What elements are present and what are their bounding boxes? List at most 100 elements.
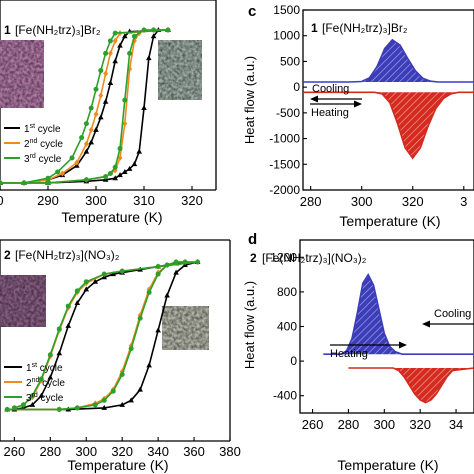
panel-a-series-3-point <box>55 169 61 175</box>
panel-a-xtick-label: 310 <box>133 193 155 208</box>
panel-b-series-3-point <box>155 264 161 270</box>
panel-b-series-3-point <box>4 406 10 412</box>
panel-b-plot <box>4 259 201 413</box>
panel-a-series-2-point <box>107 50 113 57</box>
sample1-photo-hs-texture <box>158 40 202 100</box>
panel-c-ytick-label: 1500 <box>273 3 300 17</box>
panel-a-series-3-point <box>88 105 94 111</box>
panel-b-series-1-point <box>110 271 117 277</box>
panel-d-ytick-label: 0 <box>290 354 297 368</box>
panel-c: c 1 [Fe(NH₂trz)₃]Br₂ -2000 -1500 -1000 -500… <box>242 3 474 229</box>
panel-a-series-2-point <box>112 37 118 44</box>
panel-a-series-3-point <box>0 180 3 186</box>
panel-c-cooling-curve <box>303 38 474 83</box>
panel-c-ylabel: Heat flow (a.u.) <box>242 56 257 144</box>
panel-a-series-1-point <box>117 172 123 178</box>
panel-c-heating-label: Heating <box>311 107 349 119</box>
panel-b-title: 2 [Fe(NH₂trz)₃](NO₃)₂ <box>4 248 120 262</box>
panel-a-series-3-point <box>79 135 85 141</box>
panel-b-series-3-point <box>38 376 44 382</box>
panel-a-title-text: [Fe(NH₂trz)₃]Br₂ <box>15 23 101 37</box>
panel-b-series-3-point <box>137 315 143 321</box>
panel-b-series-1-point <box>155 327 161 333</box>
panel-b-series-1-point <box>101 404 108 410</box>
panel-b-series-3-point <box>182 259 188 265</box>
panel-a-series-2-point <box>103 70 109 77</box>
panel-c-heating-peak-area <box>303 92 474 159</box>
panel-b-series-3-point <box>101 271 107 277</box>
panel-a-series-3-point <box>112 164 118 170</box>
panel-a-series-1-point <box>102 98 109 104</box>
panel-a-series-3-point <box>141 27 147 33</box>
panel-b-series-1-point <box>38 392 45 398</box>
panel-a-series-3-point <box>151 27 157 33</box>
sample2-photo-ls-texture <box>0 275 46 327</box>
legend-b-2: 2nd cycle <box>26 377 65 389</box>
panel-b-series-3-point <box>11 405 17 411</box>
panel-d-ytick-label: 400 <box>277 320 297 334</box>
panel-a-series-3-point <box>117 146 123 152</box>
panel-d-xtick-label: 300 <box>373 417 395 432</box>
panel-b-series-1-point <box>65 322 72 328</box>
panel-d-heating-peak-area <box>348 368 474 403</box>
panel-b-series-1-point <box>146 362 152 368</box>
panel-a-series-1-point <box>122 33 128 39</box>
sample1-photo-ls-texture <box>0 40 44 108</box>
panel-d-xtick-label: 280 <box>338 417 360 432</box>
panel-c-cooling-peak-area <box>303 39 474 82</box>
panel-b: 2 [Fe(NH₂trz)₃](NO₃)₂ 260 280 300 320 340 360… <box>0 239 241 473</box>
panel-d-xtick-label: 320 <box>409 417 431 432</box>
panel-a-series-2-point <box>88 126 94 133</box>
panel-c-xtick-label: 3 <box>460 194 467 209</box>
panel-b-series-3-point <box>155 271 161 277</box>
panel-a-series-1-point <box>150 33 157 39</box>
panel-b-series-1-point <box>128 397 134 403</box>
panel-a-series-3-point <box>103 174 109 180</box>
panel-b-xtick-label: 320 <box>111 444 133 459</box>
panel-c-ytick-label: -1000 <box>269 132 300 146</box>
panel-b-title-text: [Fe(NH₂trz)₃](NO₃)₂ <box>15 248 120 262</box>
panel-d-title: 2 [Fe(NH₂trz)₃](NO₃)₂ <box>250 251 367 265</box>
panel-a-legend: 1st cycle 2nd cycle 3rd cycle <box>4 123 63 165</box>
panel-a-series-3-point <box>21 180 27 186</box>
panel-a-series-3-point <box>69 155 75 161</box>
panel-b-series-3-point <box>119 268 125 274</box>
panel-a-series-2-point <box>74 159 80 166</box>
panel-a-xlabel: Temperature (K) <box>61 209 162 225</box>
panel-d-heating-annotation: Heating <box>330 341 407 360</box>
panel-a-xtick-label: 320 <box>181 193 203 208</box>
panel-b-series-1-point <box>83 286 90 292</box>
panel-b-series-1-point <box>92 278 99 284</box>
panel-c-ytick-label: 0 <box>293 80 300 94</box>
panel-a-series-3-point <box>83 121 89 127</box>
panel-b-xtick-label: 340 <box>147 444 169 459</box>
panel-b-series-1-point <box>173 269 179 275</box>
panel-b-series-1-point <box>29 401 36 407</box>
panel-a-series-3-point <box>107 38 113 44</box>
panel-a-series-3-point <box>131 33 137 39</box>
panel-a-series-2-point <box>98 92 104 99</box>
panel-b-series-3-point <box>119 371 125 377</box>
panel-b-series-3-point <box>195 259 201 265</box>
panel-a-series-3-point <box>103 50 109 56</box>
panel-d-xtick-label: 260 <box>302 417 324 432</box>
sample2-photo-hs-texture <box>162 306 209 350</box>
panel-b-xticks: 260 280 300 320 340 360 380 <box>4 437 241 459</box>
panel-a-series-3-point <box>93 86 99 92</box>
panel-b-xtick-label: 280 <box>39 444 61 459</box>
panel-c-heating-annotation: Heating <box>310 100 362 119</box>
panel-a-series-1-point <box>122 168 128 174</box>
panel-b-series-3-point <box>101 397 107 403</box>
panel-b-title-num: 2 <box>4 248 11 262</box>
panel-c-ytick-label: 1000 <box>273 29 300 43</box>
panel-a-series-3-point <box>83 177 89 183</box>
panel-d-yticks: -400 0 400 800 1200 <box>270 250 304 403</box>
panel-a-series-1-point <box>126 165 133 171</box>
panel-b-legend: 1st cycle 2nd cycle 3rd cycle <box>4 362 65 404</box>
panel-b-series-1-point <box>47 374 54 380</box>
panel-c-title-text: [Fe(NH₂trz)₃]Br₂ <box>322 21 408 35</box>
panel-b-xtick-label: 260 <box>4 444 26 459</box>
panel-a-series-1-point <box>112 58 118 64</box>
panel-c-xtick-label: 280 <box>300 194 322 209</box>
panel-d-ylabel: Heat flow (a.u.) <box>242 281 257 369</box>
